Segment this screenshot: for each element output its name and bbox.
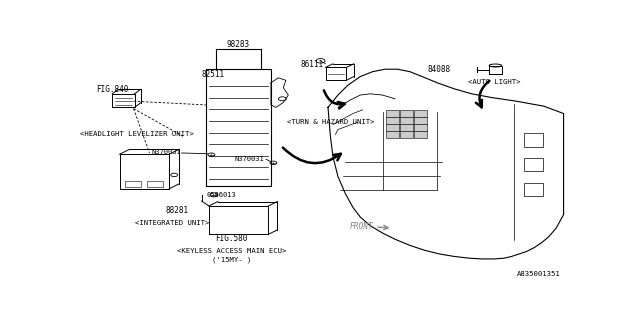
Bar bbox=[399, 117, 413, 124]
Bar bbox=[399, 110, 413, 117]
Text: 98283: 98283 bbox=[226, 41, 250, 50]
Bar bbox=[385, 110, 399, 117]
Polygon shape bbox=[328, 69, 564, 259]
Bar bbox=[385, 124, 399, 131]
Text: 82511: 82511 bbox=[202, 70, 225, 79]
Text: N370031: N370031 bbox=[152, 149, 182, 155]
Bar bbox=[399, 124, 413, 131]
Text: <TURN & HAZARD UNIT>: <TURN & HAZARD UNIT> bbox=[287, 119, 374, 125]
Bar bbox=[413, 131, 427, 138]
Bar bbox=[524, 133, 543, 147]
Text: 88281: 88281 bbox=[165, 205, 188, 215]
Bar bbox=[125, 181, 141, 188]
Text: <AUTO LIGHT>: <AUTO LIGHT> bbox=[468, 79, 520, 85]
Bar bbox=[413, 124, 427, 131]
Text: FRONT: FRONT bbox=[350, 222, 374, 231]
Text: N370031: N370031 bbox=[235, 156, 264, 162]
Text: ('15MY- ): ('15MY- ) bbox=[212, 256, 251, 263]
Bar bbox=[524, 182, 543, 196]
Text: FIG.580: FIG.580 bbox=[215, 235, 248, 244]
Text: FIG.840: FIG.840 bbox=[96, 85, 129, 94]
Text: <INTEGRATED UNIT>: <INTEGRATED UNIT> bbox=[134, 220, 209, 226]
Text: 86111: 86111 bbox=[300, 60, 324, 69]
Ellipse shape bbox=[489, 64, 502, 67]
Text: <KEYLESS ACCESS MAIN ECU>: <KEYLESS ACCESS MAIN ECU> bbox=[177, 248, 286, 254]
Bar bbox=[385, 131, 399, 138]
Bar bbox=[147, 181, 163, 188]
Bar bbox=[413, 110, 427, 117]
Text: A835001351: A835001351 bbox=[517, 271, 561, 277]
Text: <HEADLIGHT LEVELIZER UNIT>: <HEADLIGHT LEVELIZER UNIT> bbox=[80, 131, 194, 137]
Text: 84088: 84088 bbox=[428, 65, 451, 74]
Bar bbox=[524, 158, 543, 172]
Bar bbox=[399, 131, 413, 138]
Text: 0586013: 0586013 bbox=[207, 192, 236, 198]
Bar bbox=[413, 117, 427, 124]
Bar bbox=[385, 117, 399, 124]
